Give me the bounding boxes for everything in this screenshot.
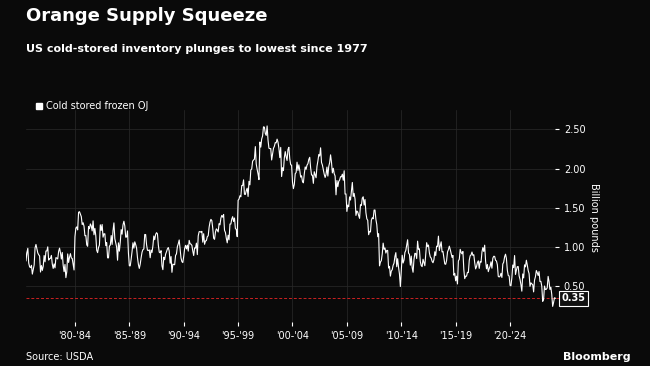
Text: Source: USDA: Source: USDA	[26, 352, 93, 362]
Text: Orange Supply Squeeze: Orange Supply Squeeze	[26, 7, 268, 25]
Legend: Cold stored frozen OJ: Cold stored frozen OJ	[31, 97, 153, 115]
Text: Bloomberg: Bloomberg	[563, 352, 630, 362]
Text: 0.35: 0.35	[562, 293, 586, 303]
Text: US cold-stored inventory plunges to lowest since 1977: US cold-stored inventory plunges to lowe…	[26, 44, 368, 54]
Y-axis label: Billion pounds: Billion pounds	[590, 183, 599, 252]
